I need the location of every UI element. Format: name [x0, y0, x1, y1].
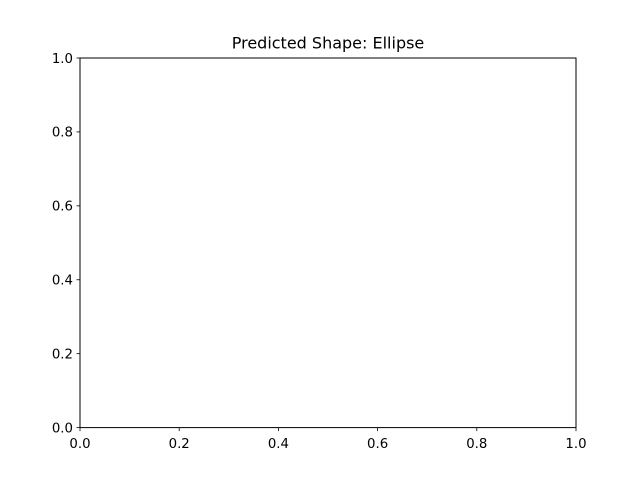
x-tick-label: 0.4 [268, 437, 289, 452]
x-tick-label: 0.8 [466, 437, 487, 452]
y-tick-label: 0.4 [52, 274, 73, 289]
plot-area [79, 57, 577, 429]
x-axis: 0.0 0.2 0.4 0.6 0.8 1.0 [69, 427, 587, 452]
x-tick-label: 0.6 [367, 437, 388, 452]
y-tick-label: 0.6 [52, 200, 73, 215]
y-tick-label: 0.8 [52, 126, 73, 141]
chart-title: Predicted Shape: Ellipse [232, 34, 425, 53]
y-axis: 0.0 0.2 0.4 0.6 0.8 1.0 [52, 52, 80, 436]
y-tick-label: 0.0 [52, 421, 73, 436]
x-tick-label: 0.0 [69, 437, 90, 452]
y-tick-label: 0.2 [52, 347, 73, 362]
x-tick-label: 1.0 [565, 437, 586, 452]
y-tick-label: 1.0 [52, 52, 73, 67]
x-tick-label: 0.2 [169, 437, 190, 452]
